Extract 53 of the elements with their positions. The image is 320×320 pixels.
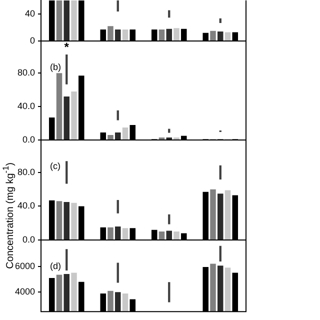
bar xyxy=(114,226,121,240)
bar xyxy=(219,165,222,180)
bar xyxy=(217,194,224,240)
y-tick-label: 6000 xyxy=(14,260,35,271)
annotation: (b) xyxy=(50,62,61,72)
y-tick-label: 80.0 xyxy=(17,67,35,78)
annotation: (c) xyxy=(50,160,60,171)
bar xyxy=(174,28,180,40)
bar xyxy=(158,29,165,40)
bar xyxy=(116,0,119,12)
bar xyxy=(168,128,170,132)
bar xyxy=(56,0,62,40)
bar xyxy=(166,28,172,40)
bar xyxy=(66,54,68,84)
bar xyxy=(210,30,216,40)
bar xyxy=(224,190,231,240)
bar xyxy=(210,189,216,240)
y-tick-label: 0 xyxy=(30,35,35,46)
bar xyxy=(122,228,128,240)
bar xyxy=(114,29,121,40)
bar xyxy=(108,134,114,140)
bar xyxy=(116,200,119,214)
bar xyxy=(71,202,77,240)
bar xyxy=(122,29,128,40)
bar xyxy=(224,32,231,40)
y-tick-label: 0.0 xyxy=(22,234,35,244)
bar xyxy=(71,91,77,140)
bar xyxy=(64,202,70,240)
bar xyxy=(56,201,62,240)
bar xyxy=(64,96,70,140)
bar xyxy=(217,32,224,40)
y-tick-label: 40.0 xyxy=(17,100,35,111)
annotation: (d) xyxy=(50,260,61,271)
bar xyxy=(168,214,170,224)
bar xyxy=(71,0,77,40)
bar xyxy=(114,132,121,140)
bar xyxy=(168,10,170,18)
bar xyxy=(108,227,114,240)
bar xyxy=(64,0,70,40)
bar xyxy=(166,230,172,240)
bar xyxy=(122,127,128,140)
y-tick-label: 40.0 xyxy=(17,200,35,211)
bar xyxy=(56,72,62,140)
y-tick-label: 40 xyxy=(24,8,35,18)
bar xyxy=(116,110,119,120)
data-label: * xyxy=(64,40,70,54)
y-tick-label: 80.0 xyxy=(17,166,35,177)
bar xyxy=(174,232,180,240)
bar xyxy=(158,232,165,240)
bar xyxy=(108,26,114,40)
bar xyxy=(66,161,68,184)
y-tick-label: 0.0 xyxy=(22,134,35,144)
y-tick-label: 4000 xyxy=(14,286,35,297)
